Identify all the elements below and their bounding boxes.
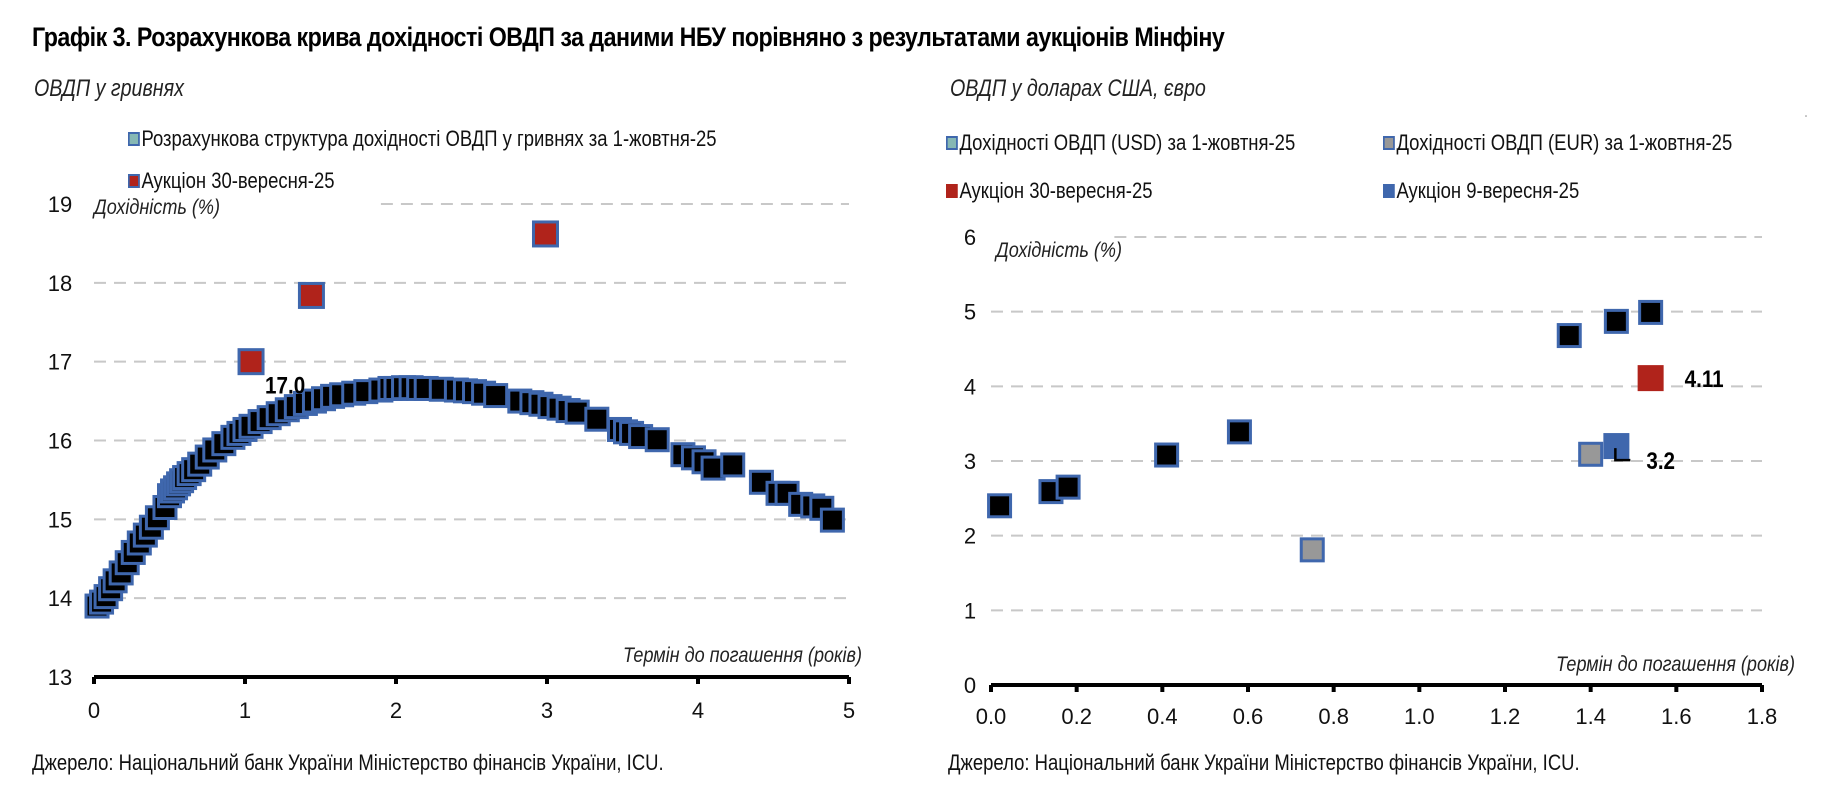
marker-curve bbox=[644, 427, 670, 453]
legend-label: Аукціон 9-вересня-25 bbox=[1396, 178, 1580, 203]
right-legend-eur: Дохідності ОВДП (EUR) за 1-жовтня-25 bbox=[1383, 130, 1732, 156]
x-tick-label: 1.8 bbox=[1747, 704, 1778, 729]
x-tick-label: 1.4 bbox=[1575, 704, 1606, 729]
stray-dot bbox=[1805, 115, 1807, 117]
x-tick-label: 0.8 bbox=[1318, 704, 1349, 729]
right-source-note: Джерело: Національний банк України Мініс… bbox=[948, 750, 1580, 775]
left-chart-subtitle: ОВДП у гривнях bbox=[34, 75, 184, 102]
x-tick-label: 0.6 bbox=[1233, 704, 1264, 729]
legend-label: Аукціон 30-вересня-25 bbox=[141, 168, 335, 193]
legend-swatch-eur-gray bbox=[1383, 136, 1395, 150]
marker-curve bbox=[584, 406, 610, 432]
y-tick-label: 4 bbox=[964, 374, 976, 399]
right-legend-auction-9: Аукціон 9-вересня-25 bbox=[1383, 178, 1579, 204]
legend-swatch-auction-red bbox=[946, 184, 958, 198]
y-tick-label: 18 bbox=[48, 271, 72, 296]
marker-auction-red bbox=[237, 348, 265, 376]
y-tick-label: 19 bbox=[48, 192, 72, 217]
x-tick-label: 0.0 bbox=[976, 704, 1007, 729]
left-chart-uah: 13 14 15 16 17 18 19 0 1 2 3 4 5 Дохідність (%) Термін… bbox=[48, 192, 862, 723]
x-tick-label: 0 bbox=[88, 698, 100, 723]
legend-swatch-curve bbox=[128, 132, 140, 146]
legend-label: Дохідності ОВДП (EUR) за 1-жовтня-25 bbox=[1396, 130, 1733, 155]
y-tick-label: 2 bbox=[964, 524, 976, 549]
annotation-leader-line bbox=[1614, 448, 1631, 462]
y-axis-title: Дохідність (%) bbox=[92, 196, 220, 220]
marker-curve bbox=[1055, 474, 1081, 500]
y-tick-label: 5 bbox=[964, 300, 976, 325]
marker-curve bbox=[1226, 419, 1252, 445]
x-tick-label: 2 bbox=[390, 698, 402, 723]
right-chart-usd-eur: 0 1 2 3 4 5 6 0.0 0.2 0.4 0.6 0.8 1.0 1.2 1.4 1.6 1.8 Дох… bbox=[964, 225, 1795, 729]
x-tick-label: 1.6 bbox=[1661, 704, 1692, 729]
marker-eur-gray bbox=[1299, 537, 1325, 563]
marker-curve bbox=[720, 452, 746, 478]
marker-curve bbox=[483, 383, 509, 409]
legend-swatch-auction-red bbox=[128, 174, 140, 188]
data-label: 17.0 bbox=[265, 372, 305, 399]
legend-swatch-auction-blue bbox=[1383, 184, 1395, 198]
marker-auction-red bbox=[1637, 365, 1664, 392]
marker-auction-red bbox=[531, 220, 559, 248]
x-tick-label: 1 bbox=[239, 698, 251, 723]
y-tick-label: 13 bbox=[48, 665, 72, 690]
marker-eur-gray bbox=[1578, 441, 1604, 467]
right-legend-auction-30: Аукціон 30-вересня-25 bbox=[946, 178, 1153, 204]
legend-swatch-curve bbox=[946, 136, 958, 150]
x-tick-label: 3 bbox=[541, 698, 553, 723]
marker-curve bbox=[1603, 308, 1629, 334]
y-tick-label: 1 bbox=[964, 598, 976, 623]
y-tick-label: 0 bbox=[964, 673, 976, 698]
legend-label: Аукціон 30-вересня-25 bbox=[959, 178, 1153, 203]
left-source-note: Джерело: Національний банк України Мініс… bbox=[32, 750, 664, 775]
marker-curve bbox=[987, 493, 1013, 519]
data-label: 4.11 bbox=[1685, 366, 1724, 393]
data-label: 3.2 bbox=[1646, 448, 1675, 475]
left-legend-auction: Аукціон 30-вересня-25 bbox=[128, 168, 335, 194]
y-axis-title: Дохідність (%) bbox=[994, 239, 1122, 263]
y-tick-label: 15 bbox=[48, 507, 72, 532]
legend-label: Розрахункова структура дохідності ОВДП у… bbox=[141, 126, 717, 151]
y-tick-label: 6 bbox=[964, 225, 976, 250]
x-tick-label: 1.0 bbox=[1404, 704, 1435, 729]
left-legend-curve: Розрахункова структура дохідності ОВДП у… bbox=[128, 126, 717, 152]
x-axis-title: Термін до погашення (років) bbox=[1556, 653, 1795, 677]
y-tick-label: 16 bbox=[48, 429, 72, 454]
marker-curve bbox=[1154, 442, 1180, 468]
marker-curve bbox=[819, 507, 845, 533]
figure-title: Графік 3. Розрахункова крива дохідності … bbox=[32, 22, 1225, 52]
marker-curve bbox=[1638, 299, 1664, 325]
marker-auction-red bbox=[297, 281, 325, 309]
legend-label: Дохідності ОВДП (USD) за 1-жовтня-25 bbox=[959, 130, 1296, 155]
x-tick-label: 1.2 bbox=[1490, 704, 1521, 729]
x-axis-title: Термін до погашення (років) bbox=[623, 644, 862, 668]
x-tick-label: 5 bbox=[843, 698, 855, 723]
x-tick-label: 4 bbox=[692, 698, 704, 723]
y-tick-label: 14 bbox=[48, 586, 72, 611]
x-tick-label: 0.4 bbox=[1147, 704, 1178, 729]
y-tick-label: 17 bbox=[48, 350, 72, 375]
right-chart-subtitle: ОВДП у доларах США, євро bbox=[950, 75, 1206, 102]
right-legend-usd: Дохідності ОВДП (USD) за 1-жовтня-25 bbox=[946, 130, 1295, 156]
y-tick-label: 3 bbox=[964, 449, 976, 474]
marker-curve bbox=[1556, 323, 1582, 349]
x-tick-label: 0.2 bbox=[1061, 704, 1092, 729]
